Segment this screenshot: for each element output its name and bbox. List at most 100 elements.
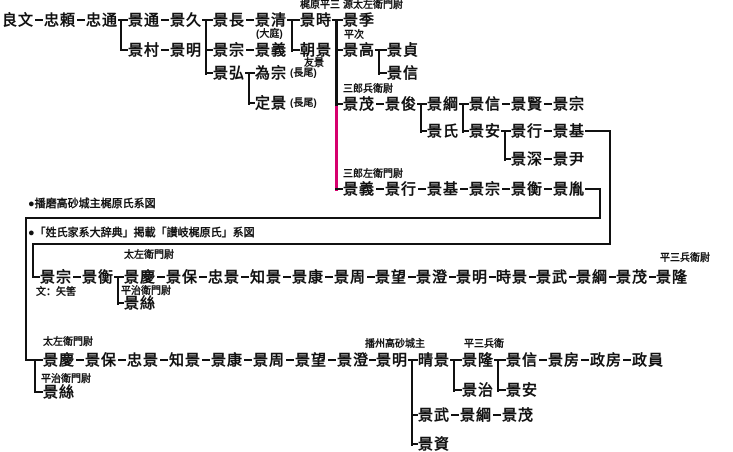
connector-line [287, 19, 300, 21]
annotation-label: 文：矢筈 [36, 287, 76, 298]
connector-line [157, 276, 165, 278]
person-name: 景茂 [343, 96, 376, 113]
person-name: 景隆 [656, 269, 689, 286]
person-name: 景慶 [43, 352, 76, 369]
connector-line [453, 359, 455, 392]
person-name: 景周 [253, 352, 286, 369]
person-name: 景資 [418, 436, 451, 452]
connector-line [34, 360, 36, 393]
connector-line [497, 389, 506, 391]
person-name: 景久 [170, 12, 203, 29]
connector-line [544, 158, 552, 160]
person-name: 知景 [250, 269, 283, 286]
person-name: 景長 [213, 12, 246, 29]
person-name: 景澄 [416, 269, 449, 286]
highlight-connector-line [335, 106, 338, 191]
person-name: 景衡 [511, 181, 544, 198]
section-heading: ●播磨高砂城主梶原氏系図 [28, 198, 156, 210]
person-name: 景綱 [576, 269, 609, 286]
connector-line [205, 19, 207, 75]
connector-line [205, 49, 213, 51]
connector-line [161, 19, 169, 21]
person-name: 景村 [128, 42, 161, 59]
connector-line [462, 103, 464, 133]
connector-line [623, 359, 631, 361]
connector-line [502, 103, 510, 105]
connector-line [25, 217, 27, 361]
connector-line [494, 359, 506, 361]
connector-line [245, 72, 255, 74]
person-name: 景周 [334, 269, 367, 286]
person-name: 景望 [375, 269, 408, 286]
connector-line [450, 359, 462, 361]
connector-line [376, 103, 384, 105]
connector-line [244, 359, 252, 361]
connector-line [34, 391, 43, 393]
person-name: 景絲 [43, 384, 76, 401]
connector-line [544, 103, 552, 105]
connector-line [161, 49, 169, 51]
person-name: 景高 [343, 42, 376, 59]
annotation-label: 平次 [344, 30, 364, 41]
connector-line [241, 276, 249, 278]
connector-line [411, 359, 413, 446]
person-name: 忠通 [86, 12, 119, 29]
person-name: 景保 [85, 352, 118, 369]
person-name: 景宗 [469, 181, 502, 198]
connector-line [117, 276, 119, 305]
person-name: 景義 [255, 42, 288, 59]
connector-line [504, 130, 506, 161]
person-name: 景茂 [502, 407, 535, 424]
person-name: 忠頼 [44, 12, 77, 29]
connector-line [493, 414, 501, 416]
connector-line [585, 188, 601, 190]
connector-line [160, 359, 168, 361]
person-name: 景衡 [82, 269, 115, 286]
person-name: 景信 [387, 65, 420, 82]
connector-line [489, 276, 496, 278]
person-name: 景保 [166, 269, 199, 286]
person-name: 景貞 [387, 42, 420, 59]
annotation-label: 源太左衛門尉 [343, 0, 403, 11]
connector-line [420, 103, 422, 133]
connector-line [544, 130, 552, 132]
person-name: 景基 [427, 181, 460, 198]
person-name: 景武 [536, 269, 569, 286]
connector-line [335, 19, 338, 106]
person-name: 景安 [506, 382, 539, 399]
connector-line [449, 276, 456, 278]
person-name: 景尹 [553, 151, 586, 168]
person-name: 政房 [590, 352, 623, 369]
connector-line [408, 276, 416, 278]
person-name: 景氏 [427, 123, 460, 140]
person-name: 忠景 [127, 352, 160, 369]
connector-line [581, 359, 589, 361]
connector-line [202, 19, 213, 21]
connector-line [325, 276, 333, 278]
connector-line [117, 302, 124, 304]
person-name: 景隆 [462, 352, 495, 369]
connector-line [335, 188, 343, 190]
connector-line [246, 49, 254, 51]
person-name: 景慶 [124, 269, 157, 286]
connector-line [460, 188, 468, 190]
connector-line [335, 49, 343, 51]
connector-line [76, 359, 84, 361]
connector-line [248, 102, 255, 104]
annotation-label: 三郎左衛門尉 [343, 169, 403, 180]
person-name: 景賢 [511, 96, 544, 113]
annotation-label: 太左衛門尉 [124, 250, 174, 261]
person-name: 景信 [506, 352, 539, 369]
connector-line [120, 19, 122, 51]
annotation-label: 太左衛門尉 [43, 337, 93, 348]
person-name: 景房 [548, 352, 581, 369]
connector-line [367, 276, 375, 278]
person-name: 景俊 [385, 96, 418, 113]
connector-line [73, 276, 81, 278]
annotation-label: 平三兵衛尉 [660, 253, 710, 264]
connector-line [246, 19, 254, 21]
annotation-label: 平治衛門尉 [41, 374, 91, 385]
connector-line [35, 19, 43, 21]
connector-line [248, 72, 250, 105]
